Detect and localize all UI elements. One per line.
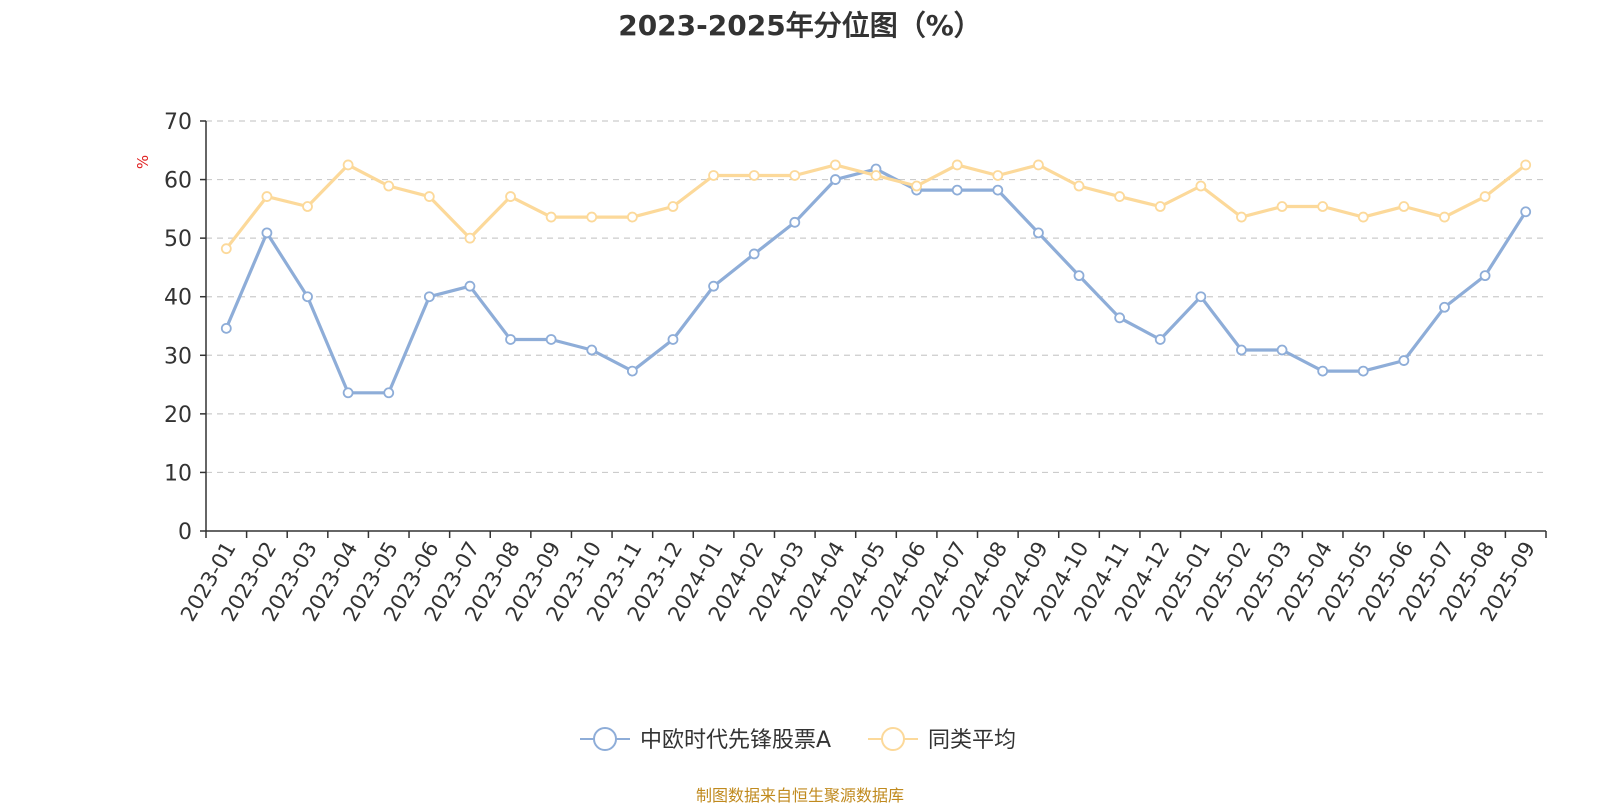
data-point: [1398, 355, 1410, 366]
data-point: [1195, 180, 1207, 192]
legend[interactable]: 中欧时代先锋股票A 同类平均: [580, 727, 1016, 753]
data-point: [261, 227, 273, 239]
data-point: [1073, 180, 1085, 192]
data-point: [1439, 211, 1450, 223]
data-point: [708, 280, 719, 292]
data-point: [870, 170, 882, 181]
legend-item[interactable]: 同类平均: [868, 727, 1016, 753]
data-point: [1154, 334, 1166, 345]
data-point: [789, 216, 801, 228]
data-point: [748, 248, 760, 260]
legend-label: 同类平均: [928, 728, 1016, 753]
legend-label: 中欧时代先锋股票A: [640, 728, 831, 753]
data-point: [505, 334, 516, 345]
series-line: [224, 167, 1528, 395]
data-point: [1276, 344, 1288, 356]
y-tick-label: 0: [178, 520, 192, 545]
y-tick-label: 50: [164, 227, 192, 252]
y-tick-label: 70: [164, 110, 192, 135]
data-point: [1236, 211, 1247, 223]
data-point: [708, 170, 719, 181]
data-point: [586, 211, 598, 223]
data-point: [1398, 201, 1410, 212]
data-point: [1073, 270, 1085, 282]
data-point: [1236, 344, 1247, 356]
data-point: [586, 344, 598, 356]
data-point: [1317, 365, 1329, 377]
data-point: [302, 201, 313, 212]
data-point: [302, 291, 313, 303]
chart-title: 2023-2025年分位图（%）: [618, 9, 982, 42]
data-point: [1114, 312, 1126, 324]
y-tick-label: 20: [164, 403, 192, 428]
data-point: [220, 322, 232, 334]
legend-marker: [593, 727, 617, 751]
data-point: [1317, 201, 1329, 212]
data-point: [545, 211, 557, 223]
data-point: [1033, 159, 1044, 171]
data-point: [667, 334, 679, 345]
data-point: [464, 232, 476, 244]
data-point: [626, 365, 638, 377]
y-axis-label: %: [134, 155, 152, 169]
data-point: [423, 291, 435, 303]
data-point: [1439, 301, 1450, 313]
data-point: [911, 180, 923, 192]
data-point: [951, 159, 963, 171]
data-point: [383, 387, 395, 399]
data-point: [1114, 191, 1126, 202]
data-point: [1276, 201, 1288, 212]
data-point: [789, 170, 801, 181]
data-point: [626, 211, 638, 223]
data-point: [829, 159, 841, 171]
data-point: [951, 184, 963, 196]
y-tick-label: 60: [164, 169, 192, 194]
data-point: [829, 174, 841, 185]
data-point: [342, 387, 354, 399]
data-point: [1479, 270, 1491, 282]
data-point: [261, 191, 273, 202]
x-axis: 2023-012023-022023-032023-042023-052023-…: [176, 530, 1547, 625]
data-point: [1357, 365, 1369, 377]
data-point: [505, 191, 516, 202]
y-tick-label: 10: [164, 461, 192, 486]
data-point: [992, 170, 1004, 181]
data-point: [1357, 211, 1369, 223]
data-point: [1033, 227, 1044, 239]
series-lines: [220, 159, 1532, 399]
data-point: [1154, 201, 1166, 212]
data-source-note: 制图数据来自恒生聚源数据库: [695, 786, 904, 805]
data-point: [1195, 291, 1207, 303]
data-point: [423, 191, 435, 202]
y-axis: 0 10 20 30 40 50 60 70%: [134, 110, 207, 545]
data-point: [342, 159, 354, 171]
data-point: [992, 184, 1004, 196]
legend-item[interactable]: 中欧时代先锋股票A: [580, 727, 831, 753]
data-point: [748, 170, 760, 181]
data-point: [1479, 191, 1491, 202]
y-tick-label: 40: [164, 286, 192, 311]
legend-marker: [881, 727, 905, 751]
y-tick-label: 30: [164, 344, 192, 369]
data-point: [1520, 206, 1532, 218]
data-point: [220, 243, 232, 255]
data-point: [383, 180, 395, 192]
data-point: [545, 334, 557, 345]
data-point: [667, 201, 679, 212]
data-point: [464, 280, 476, 292]
data-point: [1520, 159, 1532, 171]
